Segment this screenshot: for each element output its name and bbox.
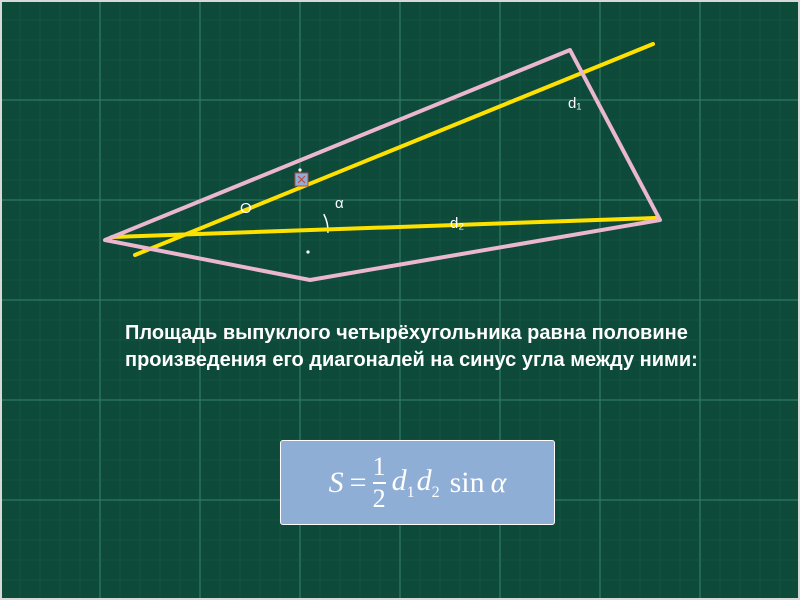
formula-d1: d1 [392,464,415,502]
slide-content: d₁ d₂ O α Площадь выпуклого четырёхуголь… [0,0,800,600]
formula-fraction: 1 2 [373,454,386,512]
formula-alpha: α [491,466,507,500]
formula-S: S [329,466,344,500]
formula-box: S = 1 2 d1 d2 sin α [280,440,555,525]
formula-d2: d2 [417,464,440,502]
label-alpha: α [335,195,344,212]
geometry-diagram [0,0,800,320]
label-O: O [240,200,252,217]
label-d1: d₁ [568,95,581,112]
formula-eq: = [350,466,367,500]
label-d2: d₂ [450,215,464,232]
area-formula: S = 1 2 d1 d2 sin α [329,454,507,512]
formula-sin: sin [450,466,485,500]
theorem-text: Площадь выпуклого четырёхугольника равна… [125,320,745,374]
